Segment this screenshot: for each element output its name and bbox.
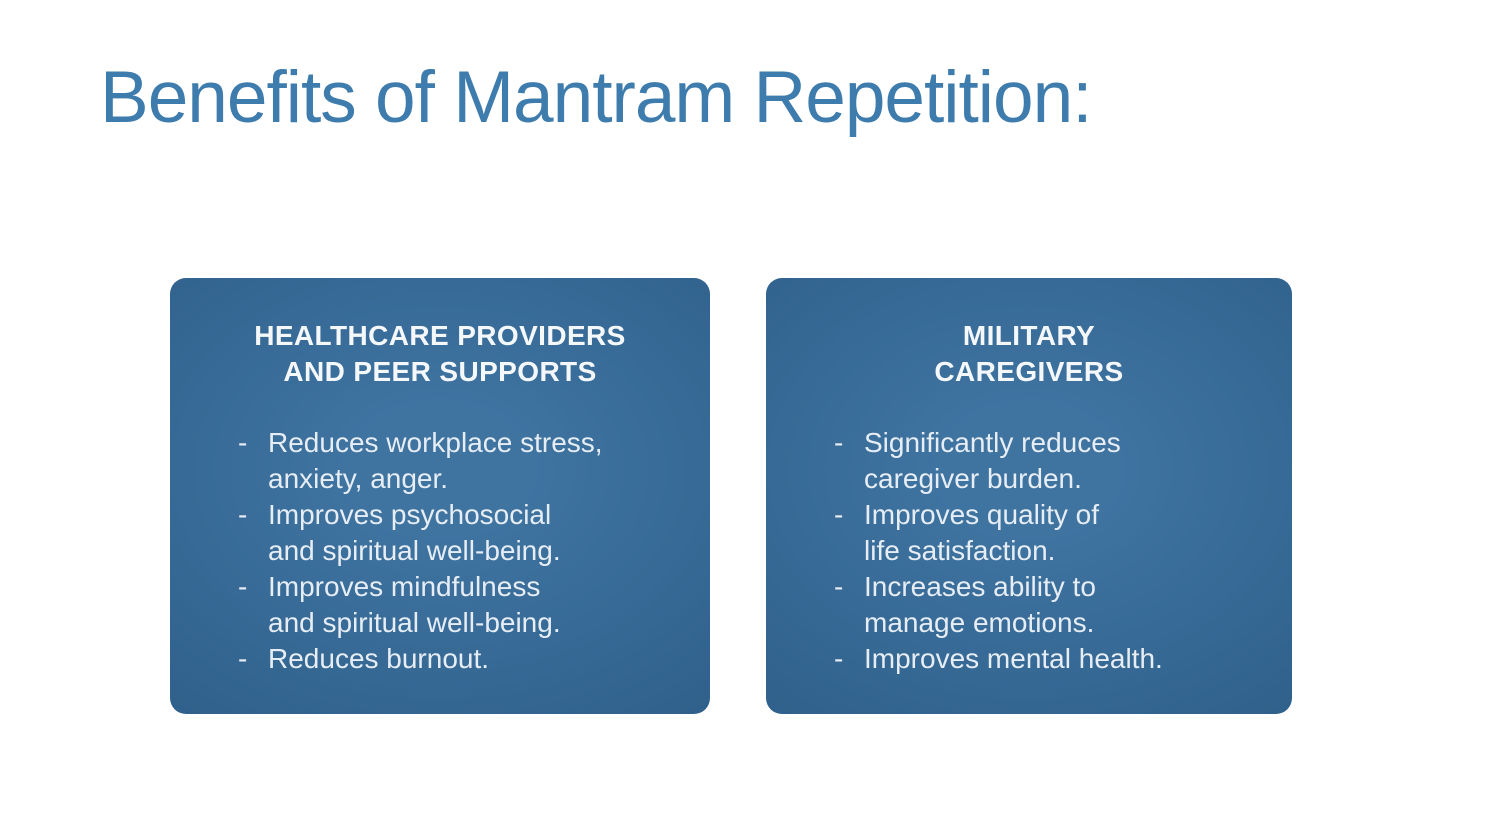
slide-title: Benefits of Mantram Repetition: bbox=[100, 57, 1092, 138]
bullet-list: - Reduces workplace stress, anxiety, ange… bbox=[170, 425, 710, 677]
bullet-dash: - bbox=[238, 643, 248, 674]
benefit-card-military-caregivers: MILITARY CAREGIVERS - Significantly reduc… bbox=[766, 278, 1292, 714]
card-heading: MILITARY CAREGIVERS bbox=[934, 320, 1124, 387]
bullet-text: Improves mental health. bbox=[864, 643, 1163, 674]
bullet-item: - Increases ability to manage emotions. bbox=[834, 569, 1268, 641]
bullet-item: - Improves quality of life satisfaction. bbox=[834, 497, 1268, 569]
bullet-text: Significantly reduces caregiver burden. bbox=[864, 427, 1121, 494]
bullet-list: - Significantly reduces caregiver burden.… bbox=[766, 425, 1292, 677]
bullet-dash: - bbox=[834, 571, 844, 602]
bullet-dash: - bbox=[238, 571, 248, 602]
bullet-dash: - bbox=[834, 643, 844, 674]
bullet-dash: - bbox=[238, 499, 248, 530]
bullet-dash: - bbox=[238, 427, 248, 458]
bullet-item: - Improves mental health. bbox=[834, 641, 1268, 677]
bullet-text: Improves quality of life satisfaction. bbox=[864, 499, 1099, 566]
bullet-text: Increases ability to manage emotions. bbox=[864, 571, 1096, 638]
bullet-dash: - bbox=[834, 427, 844, 458]
bullet-item: - Improves mindfulness and spiritual well… bbox=[238, 569, 686, 641]
bullet-item: - Significantly reduces caregiver burden. bbox=[834, 425, 1268, 497]
bullet-text: Reduces workplace stress, anxiety, anger… bbox=[268, 427, 603, 494]
benefit-card-healthcare-providers: HEALTHCARE PROVIDERS AND PEER SUPPORTS -… bbox=[170, 278, 710, 714]
bullet-text: Improves psychosocial and spiritual well… bbox=[268, 499, 561, 566]
bullet-item: - Reduces workplace stress, anxiety, ange… bbox=[238, 425, 686, 497]
bullet-item: - Reduces burnout. bbox=[238, 641, 686, 677]
bullet-dash: - bbox=[834, 499, 844, 530]
card-heading: HEALTHCARE PROVIDERS AND PEER SUPPORTS bbox=[254, 320, 626, 387]
bullet-item: - Improves psychosocial and spiritual wel… bbox=[238, 497, 686, 569]
bullet-text: Reduces burnout. bbox=[268, 643, 490, 674]
bullet-text: Improves mindfulness and spiritual well-… bbox=[268, 571, 561, 638]
